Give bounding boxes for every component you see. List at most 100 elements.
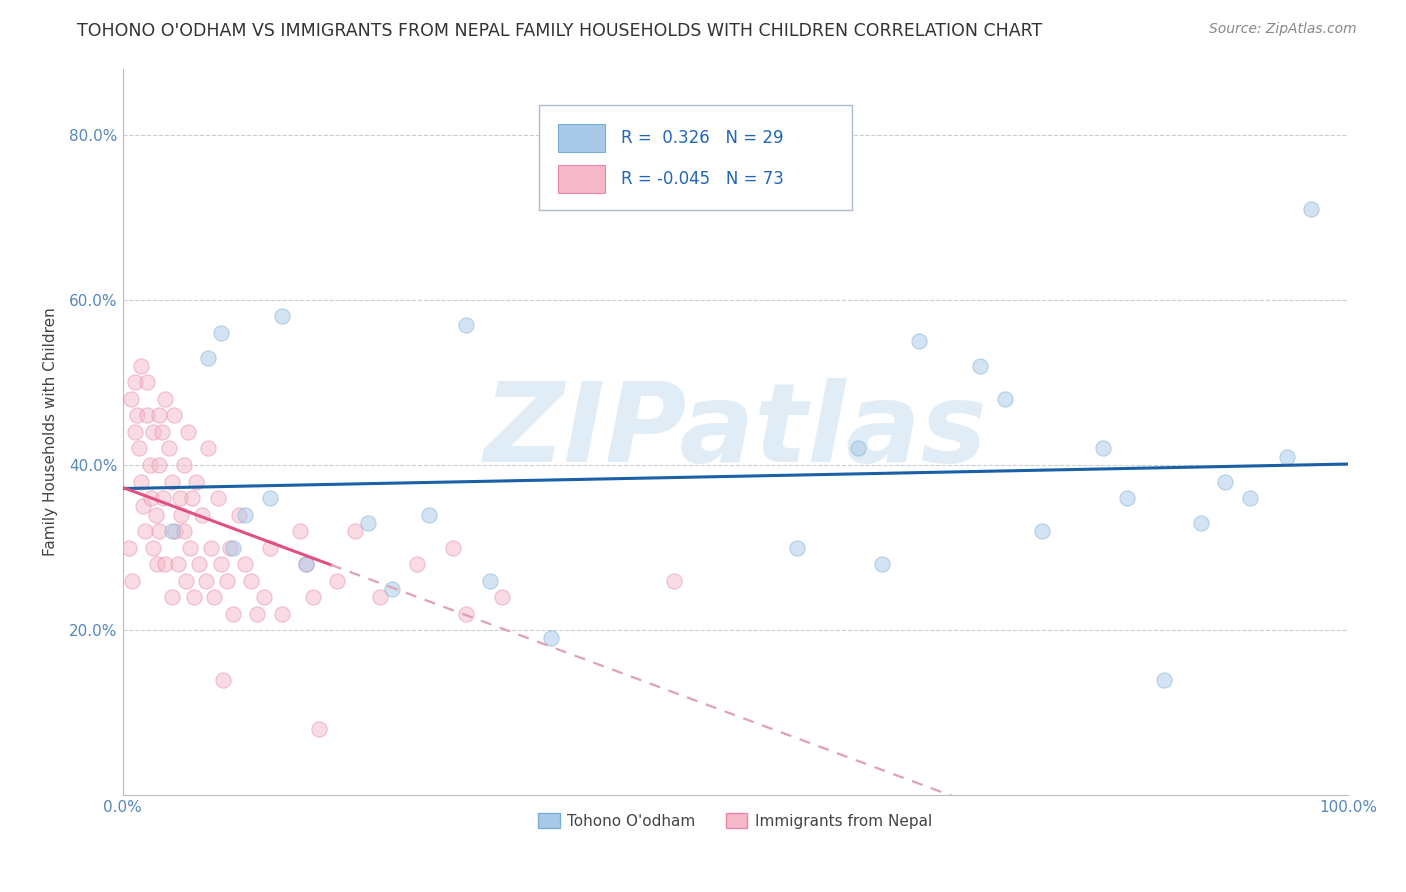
Point [166, 557, 188, 571]
Text: Source: ZipAtlas.com: Source: ZipAtlas.com [1209, 22, 1357, 37]
Point [128, 442, 150, 456]
Point [142, 425, 165, 439]
Text: TOHONO O'ODHAM VS IMMIGRANTS FROM NEPAL FAMILY HOUSEHOLDS WITH CHILDREN CORRELAT: TOHONO O'ODHAM VS IMMIGRANTS FROM NEPAL … [77, 22, 1043, 40]
Point [1239, 491, 1261, 505]
Point [908, 334, 931, 348]
Point [148, 524, 170, 538]
Point [846, 442, 869, 456]
Point [179, 541, 201, 555]
Point [127, 409, 149, 423]
Point [1189, 516, 1212, 530]
Point [295, 557, 318, 571]
Point [326, 574, 349, 588]
Point [1116, 491, 1139, 505]
Point [270, 310, 292, 324]
Point [240, 574, 263, 588]
Point [136, 376, 159, 390]
Point [173, 524, 195, 538]
Point [228, 508, 250, 522]
Point [344, 524, 367, 538]
Point [215, 574, 238, 588]
Point [184, 475, 207, 489]
Point [270, 607, 292, 621]
Point [148, 409, 170, 423]
Point [233, 508, 256, 522]
Point [176, 574, 198, 588]
Point [1153, 673, 1175, 687]
FancyBboxPatch shape [558, 124, 606, 153]
Point [1091, 442, 1114, 456]
Point [191, 508, 214, 522]
Point [148, 458, 170, 472]
Point [209, 326, 232, 340]
Point [540, 632, 562, 646]
Point [259, 541, 281, 555]
Point [204, 590, 226, 604]
Point [169, 491, 191, 505]
Point [170, 508, 193, 522]
Point [1301, 202, 1323, 216]
Point [969, 359, 991, 373]
Point [173, 458, 195, 472]
Point [160, 524, 183, 538]
Legend: Tohono O'odham, Immigrants from Nepal: Tohono O'odham, Immigrants from Nepal [531, 807, 938, 835]
Point [187, 557, 209, 571]
Point [295, 557, 318, 571]
Y-axis label: Family Households with Children: Family Households with Children [44, 308, 58, 557]
Point [157, 442, 180, 456]
Point [290, 524, 312, 538]
Point [194, 574, 217, 588]
Text: R =  0.326   N = 29: R = 0.326 N = 29 [621, 129, 783, 147]
Point [165, 524, 187, 538]
Point [368, 590, 391, 604]
Point [160, 475, 183, 489]
Point [219, 541, 242, 555]
Point [443, 541, 465, 555]
Point [138, 458, 160, 472]
Point [176, 425, 198, 439]
Point [155, 557, 177, 571]
Point [197, 442, 219, 456]
Point [222, 607, 245, 621]
Point [121, 574, 143, 588]
Point [183, 590, 205, 604]
Text: R = -0.045   N = 73: R = -0.045 N = 73 [621, 170, 785, 188]
Point [209, 557, 232, 571]
Point [139, 491, 162, 505]
Point [418, 508, 440, 522]
Point [381, 582, 404, 596]
Point [118, 541, 141, 555]
Point [145, 508, 167, 522]
Point [146, 557, 169, 571]
Point [163, 409, 186, 423]
FancyBboxPatch shape [540, 105, 852, 211]
Point [662, 574, 685, 588]
Point [207, 491, 229, 505]
Point [212, 673, 235, 687]
Point [786, 541, 808, 555]
Point [160, 590, 183, 604]
Point [129, 475, 152, 489]
Point [994, 392, 1017, 406]
Point [181, 491, 204, 505]
Point [252, 590, 274, 604]
Point [301, 590, 323, 604]
Point [233, 557, 256, 571]
Point [1031, 524, 1053, 538]
Point [872, 557, 894, 571]
Text: ZIPatlas: ZIPatlas [484, 378, 987, 485]
Point [246, 607, 269, 621]
Point [136, 409, 159, 423]
Point [124, 425, 146, 439]
Point [454, 607, 477, 621]
Point [491, 590, 513, 604]
Point [124, 376, 146, 390]
Point [308, 723, 330, 737]
Point [356, 516, 378, 530]
Point [200, 541, 222, 555]
Point [152, 491, 174, 505]
Point [259, 491, 281, 505]
Point [134, 524, 156, 538]
Point [405, 557, 427, 571]
FancyBboxPatch shape [558, 165, 606, 194]
